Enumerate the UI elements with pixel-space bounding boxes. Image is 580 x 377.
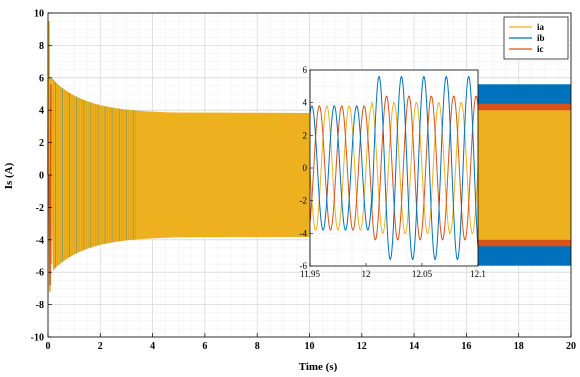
legend-label-ia: ia [537,22,545,32]
legend-label-ic: ic [537,44,544,54]
y-tick-label: -4 [36,235,44,246]
y-tick-label: 2 [39,138,44,149]
inset-x-tick-label: 11.95 [300,269,320,279]
x-tick-label: 6 [202,341,207,352]
y-tick-label: 10 [34,9,44,20]
x-tick-label: 4 [150,341,155,352]
x-tick-label: 2 [98,341,103,352]
y-tick-label: 4 [39,106,44,117]
y-tick-label: -10 [31,333,44,344]
y-tick-label: -2 [36,203,44,214]
y-tick-label: 0 [39,171,44,182]
x-tick-label: 18 [514,341,524,352]
startup-spike-ic [48,84,52,286]
inset-y-tick-label: 0 [303,163,308,173]
y-tick-label: 8 [39,41,44,52]
inset-series-ia [310,100,478,234]
inset-y-tick-label: 2 [303,130,308,140]
x-tick-label: 16 [461,341,471,352]
inset-y-tick-label: -2 [300,196,308,206]
inset-series-ib [310,75,478,261]
inset-x-tick-label: 12 [362,269,371,279]
x-axis-label: Time (s) [299,361,338,373]
y-tick-label: -8 [36,300,44,311]
y-tick-label: -6 [36,268,44,279]
inset-y-tick-label: -4 [300,228,308,238]
x-tick-label: 0 [46,341,51,352]
x-tick-label: 12 [357,341,367,352]
inset-y-tick-label: 6 [303,65,308,75]
series-ia-band [476,110,571,240]
x-tick-label: 8 [255,341,260,352]
x-tick-label: 20 [566,341,576,352]
x-tick-label: 10 [305,341,315,352]
inset-y-tick-label: 4 [303,98,308,108]
y-tick-label: 6 [39,73,44,84]
x-tick-label: 14 [409,341,419,352]
inset-x-tick-label: 12.05 [412,269,433,279]
legend-label-ib: ib [537,33,545,43]
y-axis-label: Is (A) [3,162,15,189]
inset-y-tick-label: -6 [300,261,308,271]
inset-zoom: 6 4 2 0 -2 -4 -611.95 12 12.05 12.1 [300,65,486,279]
inset-x-tick-label: 12.1 [470,269,486,279]
